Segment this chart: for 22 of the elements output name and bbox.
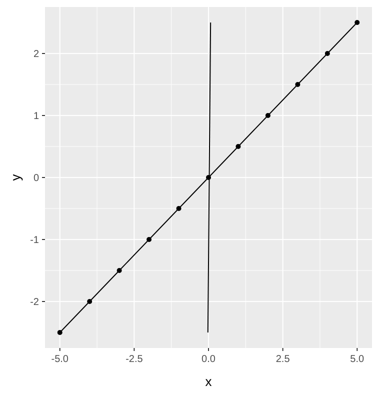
y-tick-label: -2	[30, 297, 40, 308]
y-tick-label: -1	[30, 235, 40, 246]
point	[354, 20, 360, 25]
y-axis-title: y	[8, 174, 23, 181]
point	[236, 144, 241, 149]
x-tick-label: -2.5	[126, 354, 144, 365]
y-tick-label: 2	[33, 49, 40, 60]
y-tick-label: 1	[33, 111, 40, 122]
point	[57, 330, 62, 335]
x-tick-label: 0.0	[202, 354, 216, 365]
x-axis-title: x	[205, 374, 212, 389]
point	[295, 82, 300, 87]
point	[324, 51, 330, 56]
x-tick-label: 5.0	[350, 354, 365, 365]
point	[176, 206, 182, 211]
x-tick-label: -5.0	[51, 354, 69, 365]
point	[265, 113, 270, 118]
point	[116, 268, 122, 273]
point	[87, 299, 92, 304]
point	[146, 237, 152, 242]
y-tick-label: 0	[33, 173, 40, 184]
x-tick-label: 2.5	[276, 354, 290, 365]
